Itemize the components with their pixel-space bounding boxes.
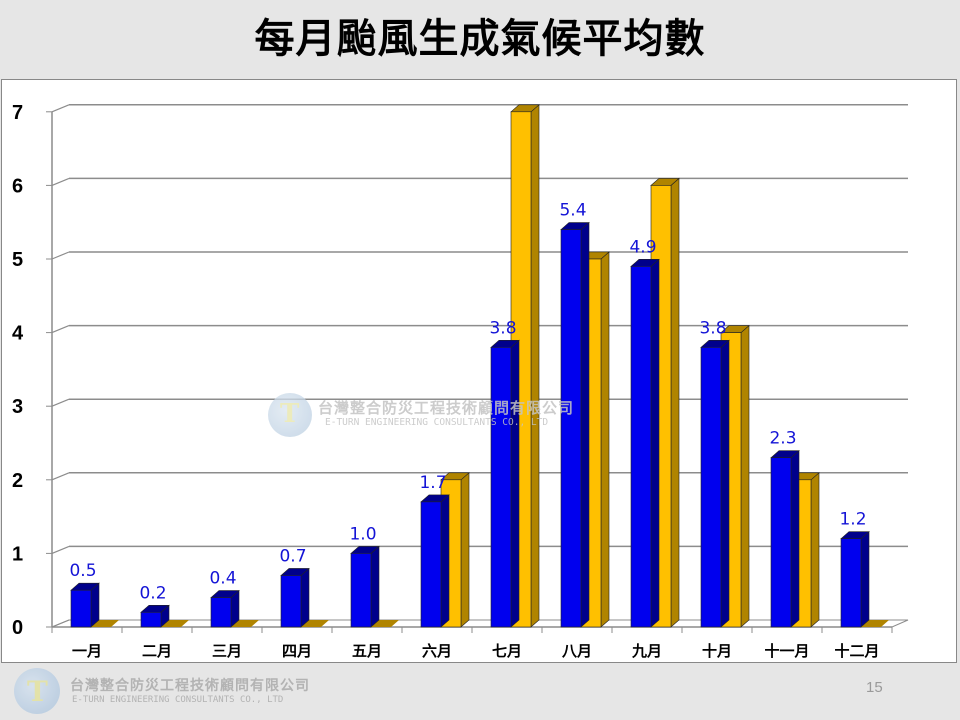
x-tick-label: 三月 [212, 642, 242, 660]
gridline-connector [51, 545, 70, 554]
y-tick-label: 7 [12, 102, 23, 124]
y-tick-label: 2 [12, 470, 23, 492]
x-tick-label: 四月 [282, 642, 312, 660]
x-tick-label: 五月 [352, 642, 382, 660]
bar-series1 [280, 567, 310, 628]
bar-series1 [420, 494, 450, 628]
page-number: 15 [866, 679, 883, 696]
y-tick-label: 1 [12, 543, 23, 565]
data-label: 1.2 [839, 510, 866, 530]
bar-series1 [210, 589, 240, 628]
bar-series2 [371, 620, 399, 627]
y-tick-label: 3 [12, 396, 23, 418]
data-label: 0.2 [139, 583, 166, 603]
data-label: 0.5 [69, 561, 96, 581]
bar-series1 [560, 221, 590, 628]
bar-series1 [70, 582, 100, 628]
x-tick-label: 十月 [702, 642, 732, 660]
x-tick-label: 八月 [561, 642, 592, 660]
data-label: 1.0 [349, 524, 376, 544]
watermark-logo-icon: T [268, 393, 312, 437]
bar-series2 [861, 620, 889, 627]
bar-series2 [91, 620, 119, 627]
footer-company-cn: 台灣整合防災工程技術顧問有限公司 [70, 678, 310, 694]
gridline-connector [51, 398, 70, 407]
y-tick-label: 5 [12, 249, 23, 271]
bar-series2 [231, 620, 259, 627]
bar-series1 [350, 545, 380, 628]
x-tick-label: 二月 [142, 642, 172, 660]
x-tick-label: 十一月 [764, 642, 809, 660]
x-tick-label: 九月 [631, 642, 662, 660]
x-tick-label: 七月 [492, 642, 522, 660]
bar-series1 [490, 339, 520, 628]
y-tick-label: 6 [12, 175, 23, 197]
data-label: 0.7 [279, 546, 306, 566]
bar-series1 [700, 339, 730, 628]
data-label: 5.4 [559, 201, 586, 221]
data-label: 0.4 [209, 569, 236, 589]
watermark-company-en: E-TURN ENGINEERING CONSULTANTS CO., LTD [325, 417, 549, 428]
gridline-connector [51, 177, 70, 186]
bar-series1 [630, 258, 660, 628]
data-label: 1.7 [419, 473, 446, 493]
data-label: 3.8 [489, 318, 516, 338]
x-tick-label: 十二月 [834, 642, 879, 660]
x-tick-label: 六月 [422, 642, 452, 660]
gridline-connector [51, 251, 70, 260]
x-tick-label: 一月 [72, 642, 102, 660]
data-label: 3.8 [699, 318, 726, 338]
gridline-connector [51, 472, 70, 481]
bar-series2 [161, 620, 189, 627]
gridline-connector [51, 325, 70, 334]
y-tick-label: 0 [12, 617, 23, 639]
gridline-connector [51, 104, 70, 113]
slide-title: 每月颱風生成氣候平均數 [254, 16, 706, 62]
data-label: 4.9 [629, 237, 656, 257]
bar-series1 [770, 450, 800, 628]
watermark-company-cn: 台灣整合防災工程技術顧問有限公司 [318, 399, 575, 417]
y-tick-label: 4 [12, 323, 24, 345]
company-logo-icon: T [14, 668, 60, 714]
footer-company-en: E-TURN ENGINEERING CONSULTANTS CO., LTD [72, 695, 284, 705]
bar-series2 [301, 620, 329, 627]
bar-series1 [140, 604, 170, 628]
bar-series1 [840, 531, 870, 628]
data-label: 2.3 [769, 429, 796, 449]
